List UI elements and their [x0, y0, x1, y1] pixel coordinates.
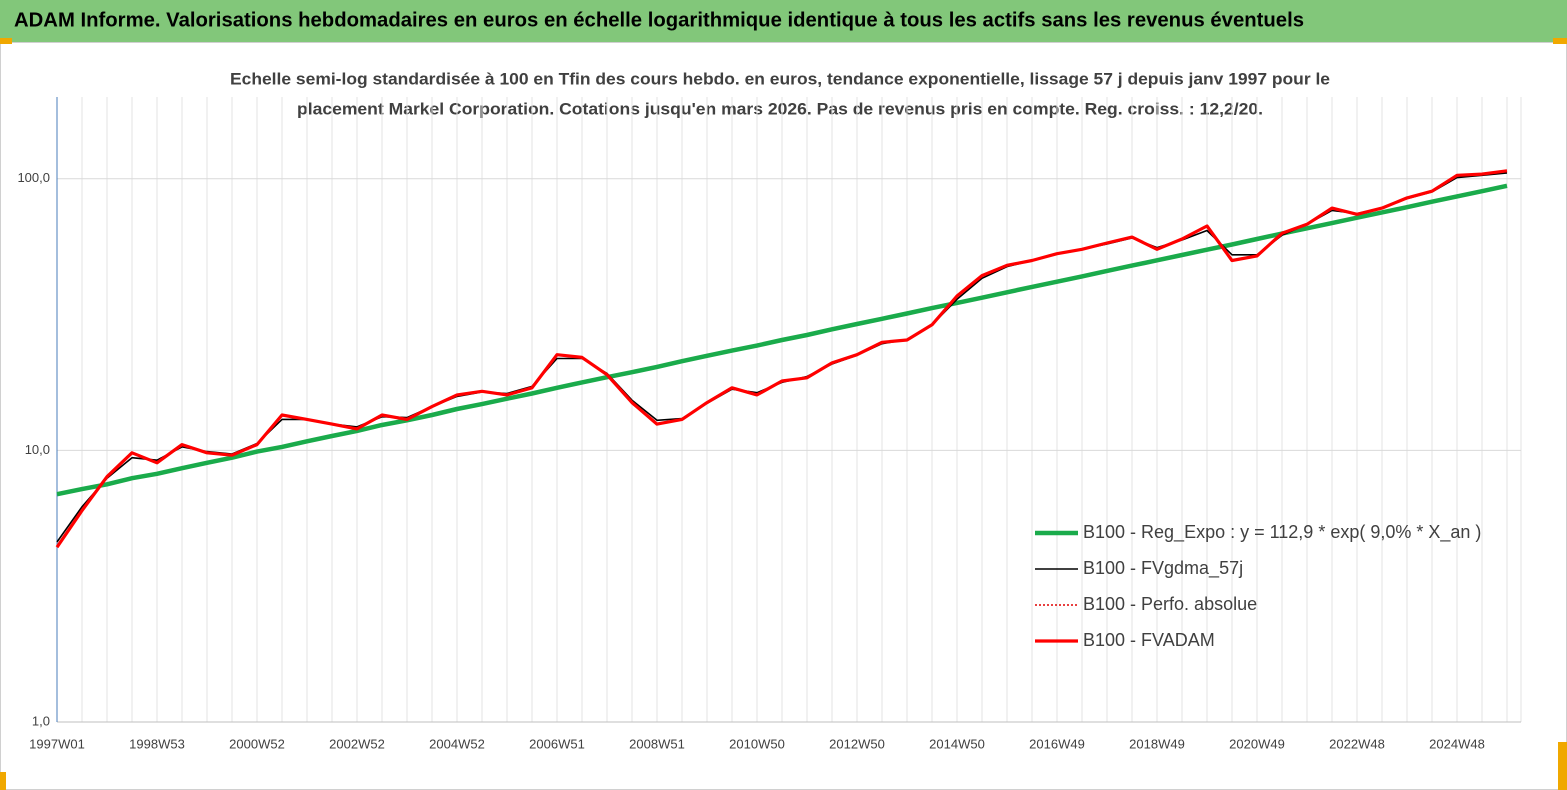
x-tick-label: 1997W01 — [29, 736, 85, 751]
chart-title: ADAM Informe. Valorisations hebdomadaire… — [14, 9, 1304, 31]
chart-subtitle: Echelle semi-log standardisée à 100 en T… — [230, 69, 1330, 88]
y-tick-label: 100,0 — [17, 170, 50, 185]
chart-frame — [0, 42, 1567, 790]
x-tick-label: 2004W52 — [429, 736, 485, 751]
corner-mark — [1553, 38, 1567, 44]
x-tick-label: 1998W53 — [129, 736, 185, 751]
y-tick-label: 1,0 — [32, 713, 50, 728]
series-line — [56, 183, 1508, 497]
x-tick-label: 2022W48 — [1329, 736, 1385, 751]
x-tick-label: 2014W50 — [929, 736, 985, 751]
y-tick-label: 10,0 — [25, 442, 50, 457]
x-tick-label: 2018W49 — [1129, 736, 1185, 751]
corner-mark — [0, 38, 12, 44]
x-tick-label: 2008W51 — [629, 736, 685, 751]
plot — [55, 169, 1508, 549]
corner-mark — [1558, 742, 1567, 790]
x-tick-label: 2012W50 — [829, 736, 885, 751]
x-tick-label: 2002W52 — [329, 736, 385, 751]
x-tick-label: 2006W51 — [529, 736, 585, 751]
x-tick-label: 2024W48 — [1429, 736, 1485, 751]
x-tick-label: 2000W52 — [229, 736, 285, 751]
legend-label: B100 - FVgdma_57j — [1083, 558, 1243, 579]
grid: 1997W01 1998W53 2000W52 2002W52 2004W52 2006W… — [17, 97, 1522, 751]
x-tick-label: 2016W49 — [1029, 736, 1085, 751]
x-tick-label: 2010W50 — [729, 736, 785, 751]
corner-mark — [0, 772, 6, 790]
legend-label: B100 - Perfo. absolue — [1083, 594, 1257, 614]
x-tick-label: 2020W49 — [1229, 736, 1285, 751]
header-bar — [0, 0, 1567, 42]
legend: B100 - Reg_Expo : y = 112,9 * exp( 9,0% … — [1035, 522, 1481, 650]
legend-label: B100 - FVADAM — [1083, 630, 1215, 650]
series-line — [55, 169, 1508, 549]
chart-subtitle: placement Markel Corporation. Cotations … — [297, 99, 1263, 118]
legend-label: B100 - Reg_Expo : y = 112,9 * exp( 9,0% … — [1083, 522, 1481, 543]
